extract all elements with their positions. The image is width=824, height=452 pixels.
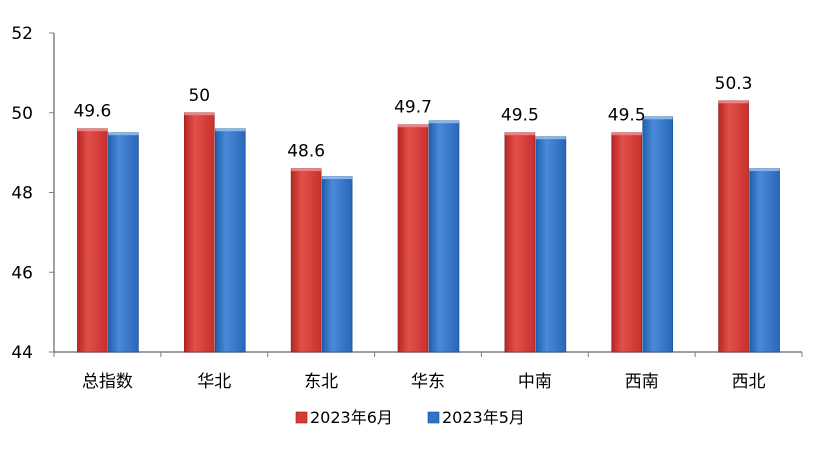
y-tick-label: 48 <box>11 184 33 204</box>
bar-top-highlight <box>398 124 428 128</box>
y-tick-label: 50 <box>11 104 33 124</box>
bar-top-highlight <box>322 176 353 180</box>
bar-series2 <box>321 176 353 353</box>
bar-series1 <box>290 168 322 353</box>
x-category-label: 东北 <box>304 372 338 392</box>
bar-top-highlight <box>215 128 246 132</box>
bar-series2 <box>642 116 674 353</box>
data-label: 49.5 <box>501 106 539 126</box>
x-category-label: 中南 <box>518 372 552 392</box>
bar-top-highlight <box>504 132 535 136</box>
bar-top-highlight <box>108 132 139 136</box>
legend-swatch <box>427 411 440 424</box>
data-label: 50 <box>188 86 210 106</box>
legend-label: 2023年5月 <box>442 408 525 427</box>
bar-series1 <box>183 112 215 353</box>
bars <box>77 100 780 353</box>
y-tick-label: 52 <box>11 24 33 44</box>
x-category-label: 西北 <box>732 372 766 392</box>
bar-top-highlight <box>291 168 322 172</box>
bar-series2 <box>535 136 567 353</box>
labels: 总指数 49.6 华北 50 东北 48.6 华东 49.7 中南 49.5 西南 49.5 西北 50.… <box>73 74 765 392</box>
x-category-label: 西南 <box>625 372 659 392</box>
bar-series1 <box>718 100 749 353</box>
bar-series2 <box>428 120 460 353</box>
legend-swatch <box>295 411 308 424</box>
legend: 2023年6月 2023年5月 <box>295 408 525 427</box>
bar-series1 <box>504 132 536 353</box>
bar-series1 <box>611 132 643 353</box>
bar-top-highlight <box>429 120 459 124</box>
legend-label: 2023年6月 <box>310 408 393 427</box>
x-category-label: 华北 <box>197 372 231 392</box>
bar-top-highlight <box>749 168 780 172</box>
data-label: 50.3 <box>715 74 753 94</box>
bar-series2 <box>749 168 780 353</box>
bar-series2 <box>214 128 246 353</box>
data-label: 48.6 <box>287 142 325 162</box>
bar-top-highlight <box>184 112 215 116</box>
data-label: 49.6 <box>73 102 111 122</box>
y-tick-label: 44 <box>11 343 33 363</box>
bar-series2 <box>108 132 139 353</box>
axes: 44 46 48 50 52 <box>11 24 803 363</box>
data-label: 49.5 <box>608 106 646 126</box>
bar-top-highlight <box>77 128 108 132</box>
bar-top-highlight <box>611 132 642 136</box>
x-category-label: 华东 <box>411 372 445 392</box>
x-category-label: 总指数 <box>82 372 133 392</box>
data-label: 49.7 <box>394 98 432 118</box>
bar-top-highlight <box>718 100 749 104</box>
bar-top-highlight <box>642 116 673 120</box>
bar-series1 <box>77 128 108 353</box>
bar-series1 <box>397 124 429 353</box>
y-tick-label: 46 <box>11 263 33 283</box>
bar-top-highlight <box>535 136 566 140</box>
